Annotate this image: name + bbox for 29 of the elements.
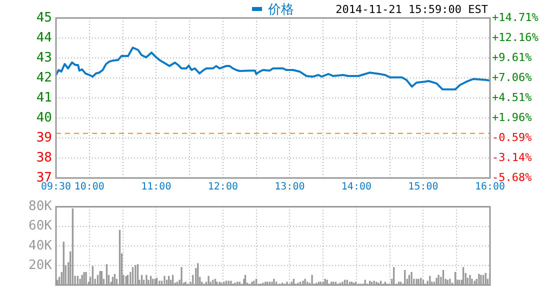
y-tick-label: 38 bbox=[36, 150, 52, 166]
x-tick-label: 10:00 bbox=[74, 182, 104, 193]
y2-tick-label: +14.71% bbox=[492, 10, 539, 24]
y2-tick-label: +7.06% bbox=[492, 70, 532, 84]
y2-tick-label: +9.61% bbox=[492, 50, 532, 64]
y-tick-label: 45 bbox=[36, 10, 52, 26]
y-tick-label: 42 bbox=[36, 70, 52, 86]
x-tick-label: 14:00 bbox=[341, 182, 372, 193]
y-tick-label: 39 bbox=[36, 130, 52, 146]
y-tick-label: 44 bbox=[36, 30, 52, 46]
y-tick-label: 20K bbox=[28, 258, 52, 273]
y2-tick-label: +4.51% bbox=[492, 90, 532, 104]
y-tick-label: 80K bbox=[28, 199, 52, 214]
y-tick-label: 41 bbox=[36, 90, 52, 106]
x-tick-label: 15:00 bbox=[408, 182, 438, 193]
x-tick-label: 11:00 bbox=[141, 182, 172, 193]
legend-label: 价格 bbox=[267, 2, 294, 18]
y-tick-label: 60K bbox=[28, 218, 52, 234]
y-tick-label: 43 bbox=[36, 50, 52, 66]
y-tick-label: 40 bbox=[36, 110, 52, 126]
y2-tick-label: -3.14% bbox=[492, 150, 532, 164]
y2-tick-label: +1.96% bbox=[492, 110, 532, 124]
x-tick-label: 13:00 bbox=[274, 182, 305, 193]
y2-tick-label: -0.59% bbox=[492, 130, 532, 144]
y2-tick-label: +12.16% bbox=[492, 30, 539, 44]
y-tick-label: 40K bbox=[28, 238, 52, 254]
x-tick-label: 12:00 bbox=[208, 182, 238, 193]
x-tick-label: 16:00 bbox=[474, 182, 506, 193]
text: 2014-11-21 15:59:00 EST bbox=[336, 2, 488, 16]
